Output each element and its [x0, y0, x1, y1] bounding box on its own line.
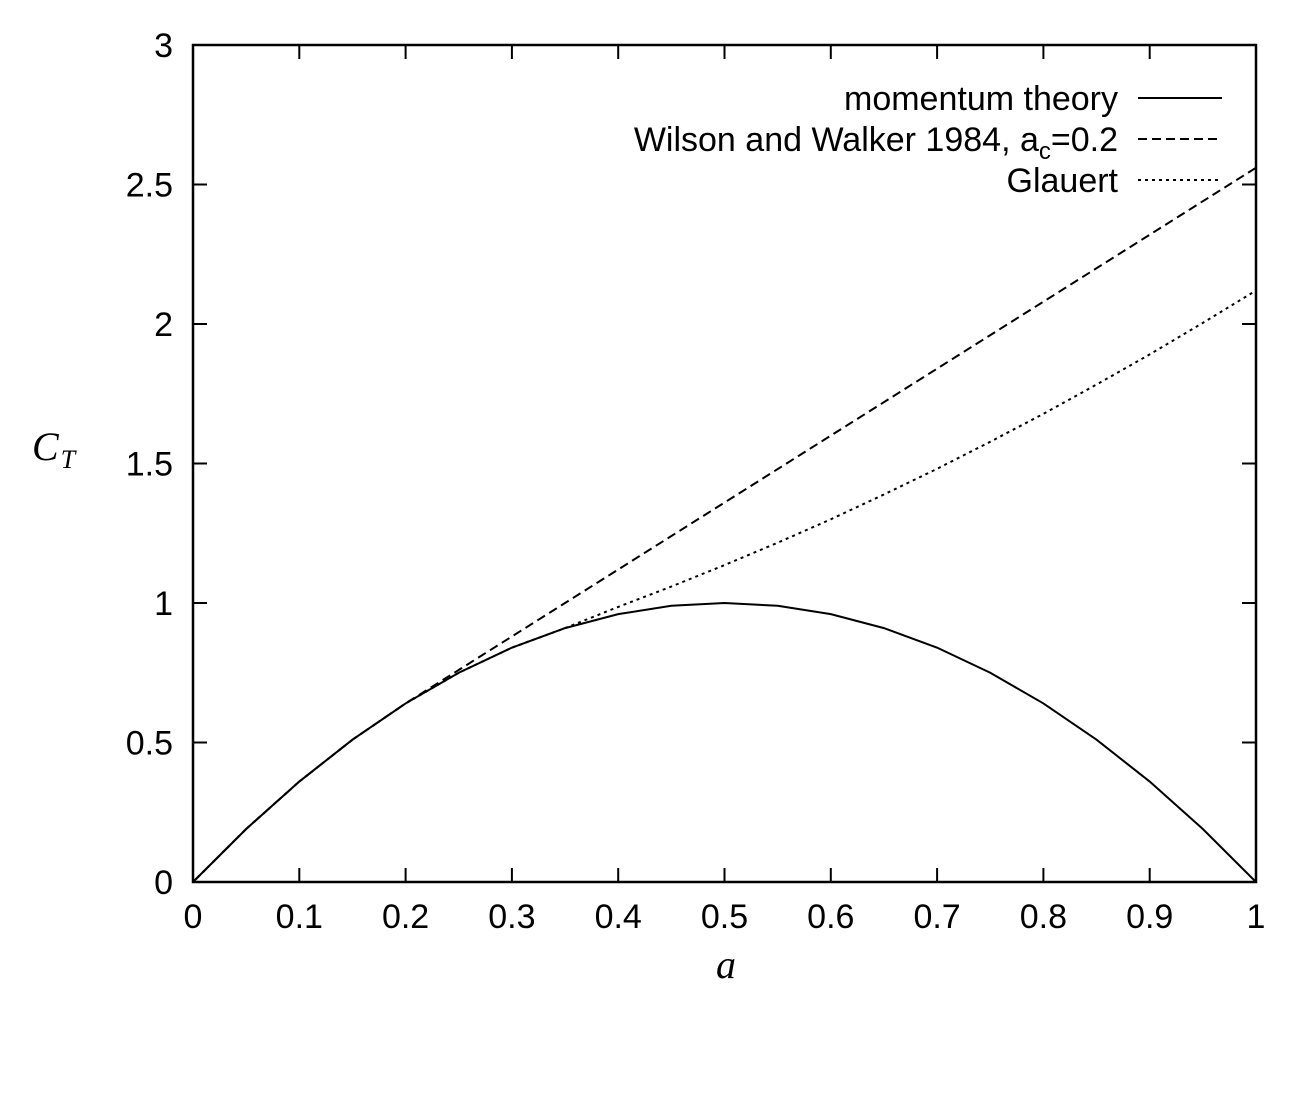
y-tick-label: 1	[154, 585, 173, 623]
series-line-wilson	[192, 166, 1257, 883]
series-layer	[192, 166, 1257, 883]
x-tick-label: 0.7	[913, 898, 960, 936]
x-tick-label: 0.2	[382, 898, 429, 936]
legend-label-main: Wilson and Walker 1984, a	[634, 121, 1039, 159]
series-line-glauert	[192, 289, 1257, 883]
legend-label-sub: c	[1039, 138, 1051, 165]
x-tick-label: 0.9	[1126, 898, 1173, 936]
y-tick-label: 3	[154, 27, 173, 65]
y-tick-label: 1.5	[126, 446, 173, 484]
legend-label-wilson: Wilson and Walker 1984, ac=0.2	[634, 121, 1118, 165]
series-line-momentum	[192, 601, 1257, 883]
y-axis-title: CT	[32, 424, 77, 474]
y-tick-label: 2.5	[126, 167, 173, 205]
x-tick-label: 0.8	[1020, 898, 1067, 936]
x-tick-label: 0.6	[807, 898, 854, 936]
legend-label-glauert: Glauert	[1007, 162, 1119, 200]
y-axis-title-main: C	[32, 424, 60, 469]
y-tick-label: 0.5	[126, 725, 173, 763]
x-tick-label: 0.5	[701, 898, 748, 936]
x-axis-title: a	[716, 942, 736, 987]
x-tick-label: 0.4	[595, 898, 642, 936]
x-tick-label: 0.3	[488, 898, 535, 936]
x-tick-label: 0	[184, 898, 203, 936]
y-axis-title-sub: T	[61, 445, 77, 474]
x-tick-label: 0.1	[276, 898, 323, 936]
legend-label-momentum: momentum theory	[844, 80, 1118, 118]
y-tick-label: 2	[154, 306, 173, 344]
axes-layer: 0 0.1 0.2 0.3 0.4 0.5 0.6 0.7 0.8 0.9 1 0 0.5 1 1.5 2 2.…	[126, 27, 1266, 936]
x-tick-label: 1	[1247, 898, 1266, 936]
legend-label-tail: =0.2	[1051, 121, 1118, 159]
y-tick-label: 0	[154, 864, 173, 902]
